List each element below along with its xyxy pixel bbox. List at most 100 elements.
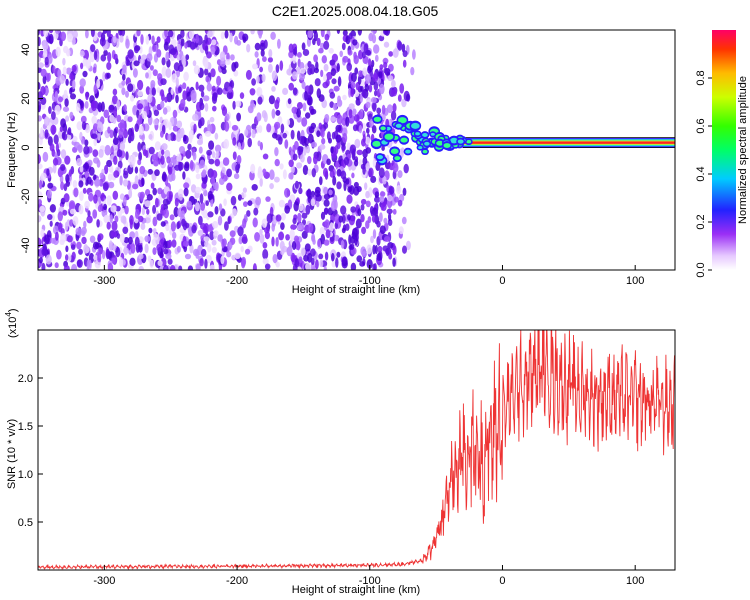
spectrogram-noise-cell	[348, 103, 355, 110]
spectrogram-noise-cell	[100, 54, 107, 62]
spectrogram-noise-cell	[38, 215, 42, 223]
spectrogram-noise-cell	[48, 54, 53, 64]
spectrogram-noise-cell	[184, 161, 190, 169]
spectrogram-noise-cell	[323, 40, 330, 50]
spectrogram-noise-cell	[42, 75, 47, 85]
snr-y-tick-label: 2.0	[18, 373, 33, 385]
spectrogram-noise-cell	[282, 87, 289, 95]
spectrogram-noise-cell	[87, 210, 91, 218]
ridge-blob	[457, 139, 464, 144]
colorbar-tick-label: 0.8	[695, 70, 707, 85]
ridge-blob	[450, 137, 458, 144]
spectrogram-noise-cell	[99, 37, 106, 47]
spectrogram-noise-cell	[361, 51, 366, 59]
spectrogram-noise-cell	[165, 51, 170, 62]
spectrogram-noise-cell	[362, 164, 366, 175]
spectrogram-noise-cell	[383, 217, 388, 224]
spectrogram-noise-cell	[200, 90, 205, 98]
spectrogram-noise-cell	[70, 93, 76, 100]
spectrogram-noise-cell	[42, 39, 47, 48]
spectrogram-noise-cell	[76, 241, 82, 250]
spectrogram-noise-cell	[109, 214, 113, 224]
spectrogram-noise-cell	[60, 164, 66, 171]
spectrogram-noise-cell	[82, 187, 87, 194]
snr-x-tick-label: -100	[359, 575, 381, 587]
spectrogram-noise-cell	[160, 89, 165, 97]
spectrogram-noise-cell	[199, 102, 205, 111]
spectrogram-noise-cell	[71, 251, 76, 260]
spectrogram-noise-cell	[152, 44, 157, 52]
spectrogram-noise-cell	[134, 236, 140, 247]
spectrogram-noise-cell	[108, 240, 113, 251]
spectrogram-noise-cell	[163, 240, 168, 249]
ridge-core	[462, 141, 675, 144]
spectrogram-noise-cell	[151, 153, 158, 161]
spectrogram-noise-cell	[301, 117, 308, 127]
spectrogram-noise-cell	[112, 190, 119, 200]
spectrogram-noise-cell	[130, 131, 135, 142]
spectrogram-noise-cell	[252, 63, 258, 70]
spectrogram-ridge	[370, 114, 675, 166]
spectrogram-noise-cell	[233, 173, 240, 180]
spectrogram-noise-cell	[251, 123, 257, 130]
spectrogram-noise-cell	[44, 234, 50, 245]
spectrogram-noise-cell	[49, 220, 53, 227]
spectrogram-noise-cell	[214, 132, 219, 140]
spectrogram-noise-cell	[204, 60, 209, 70]
spectrogram-noise-cell	[275, 237, 279, 247]
spectrogram-noise-cell	[257, 140, 261, 147]
spectrogram-noise-cell	[182, 171, 186, 180]
spectrogram-noise-cell	[151, 35, 155, 45]
spectrogram-noise-cell	[379, 212, 383, 223]
spectrogram-noise-cell	[296, 240, 301, 251]
spectrogram-noise-cell	[401, 43, 406, 53]
spectrogram-noise-cell	[360, 214, 365, 223]
spectrogram-noise-cell	[178, 193, 183, 201]
spectrogram-noise-cell	[183, 134, 187, 142]
spectrogram-noise-cell	[296, 52, 302, 58]
spectrogram-noise-cell	[189, 41, 196, 50]
spectrogram-x-tick-label: 100	[626, 275, 644, 287]
spectrogram-noise-cell	[365, 190, 370, 199]
spectrogram-noise-cell	[350, 262, 357, 270]
ridge-blob	[405, 149, 411, 154]
spectrogram-noise-cell	[153, 233, 159, 241]
spectrogram-noise-cell	[293, 235, 300, 243]
spectrogram-noise-cell	[65, 48, 71, 57]
spectrogram-noise-cell	[262, 56, 267, 62]
spectrogram-noise-cell	[328, 165, 335, 172]
ridge-blob	[390, 148, 399, 154]
spectrogram-noise-cell	[112, 88, 118, 96]
spectrogram-noise-cell	[341, 42, 346, 51]
spectrogram-noise-cell	[50, 124, 57, 135]
spectrogram-noise-cell	[326, 71, 333, 80]
spectrogram-noise-cell	[275, 134, 282, 141]
spectrogram-noise-cell	[152, 228, 157, 234]
spectrogram-noise-cell	[176, 120, 183, 129]
ridge-blob	[430, 132, 435, 136]
spectrogram-noise-cell	[378, 167, 385, 178]
spectrogram-noise-cell	[64, 155, 71, 165]
spectrogram-frame	[37, 29, 676, 271]
spectrogram-noise-cell	[81, 138, 85, 145]
spectrogram-noise-cell	[341, 251, 346, 258]
spectrogram-noise-cell	[224, 121, 230, 132]
spectrogram-noise-cell	[57, 68, 62, 79]
spectrogram-noise-cell	[73, 187, 79, 198]
spectrogram-noise-cell	[318, 253, 324, 260]
spectrogram-noise-cell	[112, 35, 117, 44]
spectrogram-noise-cell	[237, 142, 241, 150]
spectrogram-noise-cell	[239, 92, 245, 99]
spectrogram-noise-cell	[54, 91, 59, 101]
spectrogram-noise-cell	[234, 252, 241, 260]
spectrogram-noise-cell	[195, 164, 200, 174]
spectrogram-noise-cell	[323, 122, 329, 129]
spectrogram-noise-cell	[312, 30, 317, 34]
spectrogram-noise-cell	[113, 155, 118, 165]
spectrogram-noise-cell	[377, 245, 383, 253]
spectrogram-noise-cell	[318, 47, 324, 54]
spectrogram-noise-cell	[247, 137, 252, 148]
spectrogram-noise-cell	[55, 46, 61, 57]
spectrogram-noise-cell	[116, 114, 122, 123]
spectrogram-noise-cell	[291, 71, 298, 80]
